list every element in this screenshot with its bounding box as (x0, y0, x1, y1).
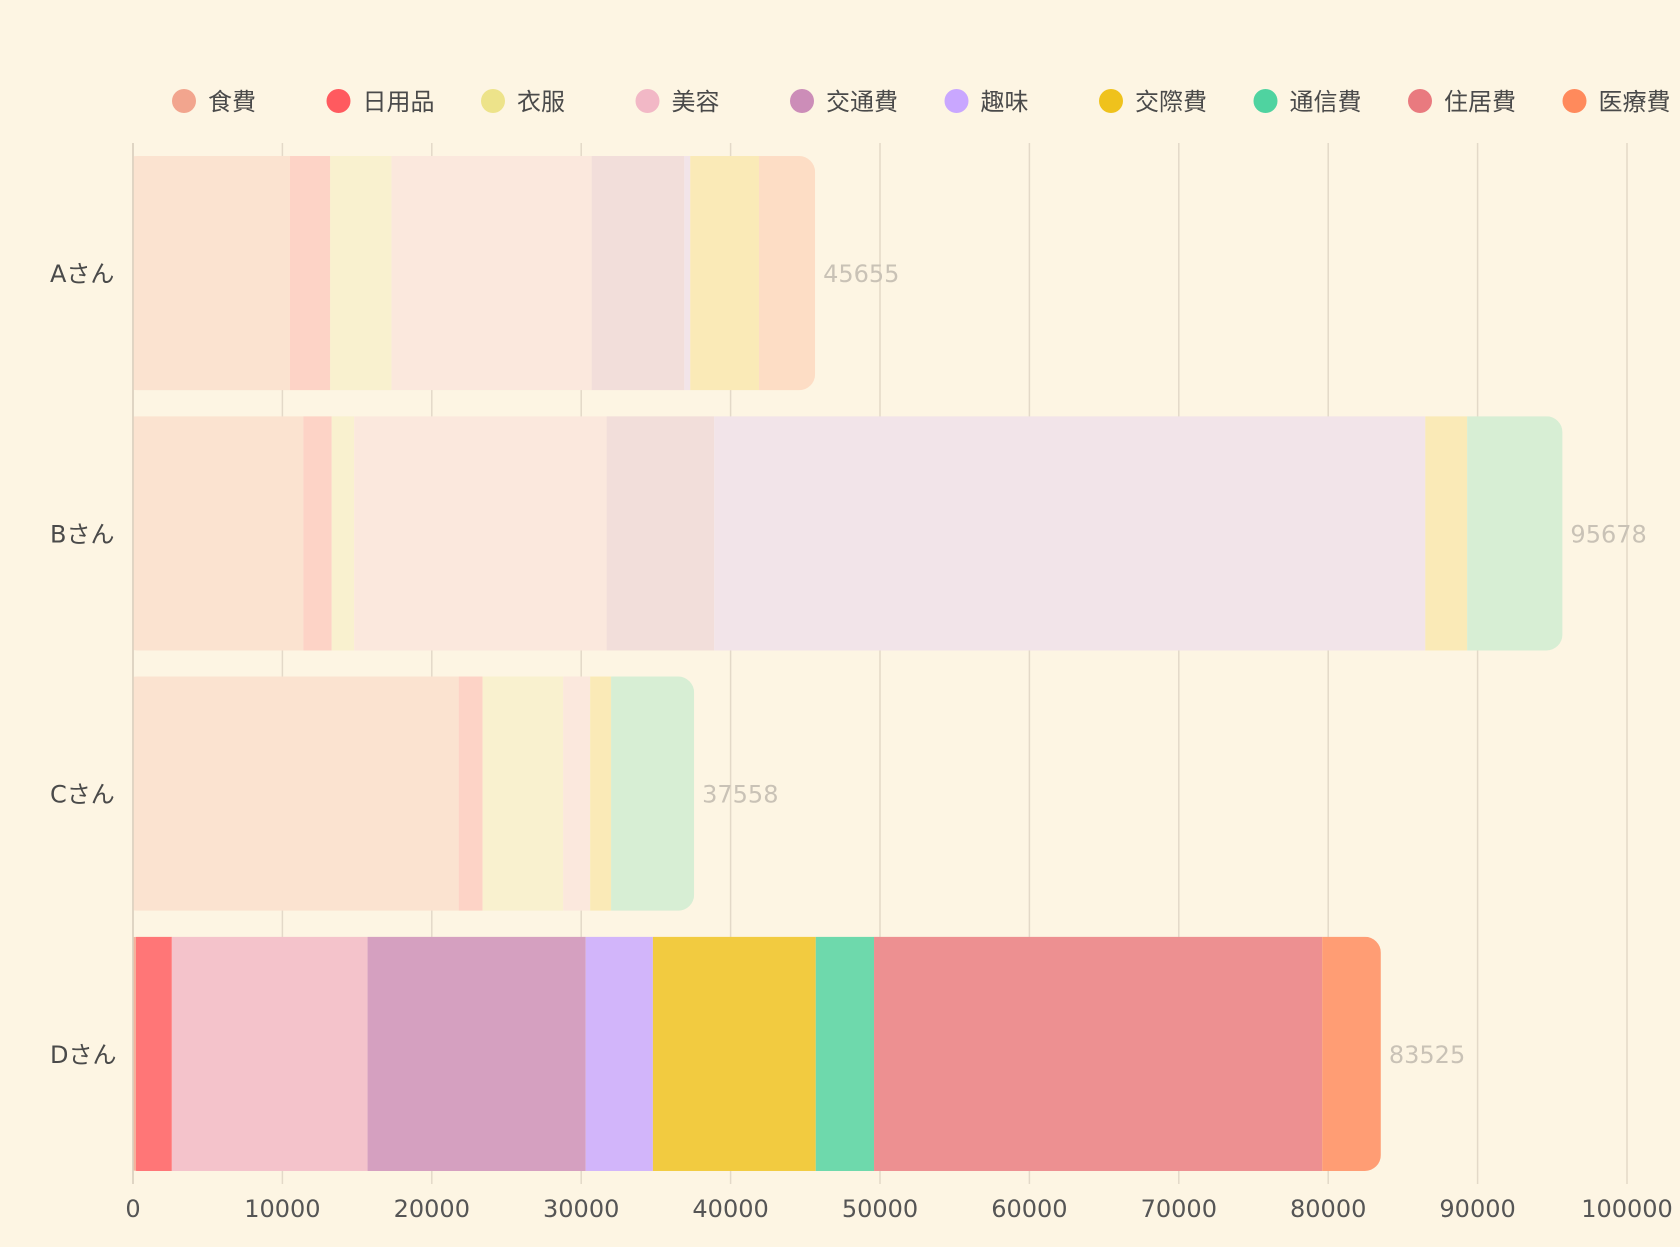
legend-item-9[interactable]: 医療費 (1562, 88, 1671, 116)
category-label-0: Aさん (50, 260, 114, 288)
bar-segment-1-2[interactable] (331, 416, 355, 651)
bar-group-2 (133, 676, 695, 911)
bar-segment-3-9[interactable] (1322, 936, 1381, 1171)
bar-segment-3-4[interactable] (367, 936, 586, 1171)
bar-segment-2-2[interactable] (482, 676, 564, 911)
bar-group-0 (133, 156, 816, 391)
legend-item-0[interactable]: 食費 (172, 88, 256, 116)
x-tick-label-70000: 70000 (1141, 1195, 1217, 1223)
legend-swatch-4 (790, 89, 814, 113)
bars (133, 156, 1563, 1171)
category-label-2: Cさん (50, 781, 115, 809)
legend-label-0: 食費 (208, 88, 256, 116)
bar-group-3 (133, 936, 1381, 1171)
bar-segment-3-7[interactable] (815, 936, 875, 1171)
bar-segment-0-9[interactable] (758, 156, 816, 391)
x-tick-label-60000: 60000 (991, 1195, 1067, 1223)
bar-segment-1-3[interactable] (354, 416, 607, 651)
legend-item-6[interactable]: 交際費 (1099, 88, 1207, 116)
legend-swatch-5 (944, 89, 969, 113)
legend-swatch-7 (1253, 89, 1278, 113)
total-label-0: 45655 (823, 260, 899, 288)
x-tick-label-10000: 10000 (244, 1195, 320, 1223)
bar-segment-0-2[interactable] (330, 156, 392, 391)
bar-segment-0-3[interactable] (391, 156, 592, 391)
x-tick-label-30000: 30000 (543, 1195, 619, 1223)
legend-label-2: 衣服 (517, 88, 565, 116)
legend-item-7[interactable]: 通信費 (1253, 88, 1362, 116)
total-label-1: 95678 (1570, 520, 1646, 548)
legend-label-4: 交通費 (826, 88, 898, 116)
legend-item-5[interactable]: 趣味 (944, 88, 1029, 116)
bar-segment-2-3[interactable] (563, 676, 591, 911)
category-label-1: Bさん (50, 520, 114, 548)
bar-segment-0-6[interactable] (690, 156, 759, 391)
legend-swatch-3 (635, 89, 660, 113)
x-tick-label-50000: 50000 (842, 1195, 918, 1223)
axes: 0 10000 20000 30000 40000 50000 60000 70000 8000… (50, 143, 1673, 1223)
bar-segment-1-5[interactable] (714, 416, 1426, 651)
bar-segment-3-1[interactable] (135, 936, 172, 1171)
legend-item-3[interactable]: 美容 (635, 88, 720, 116)
bar-segment-3-6[interactable] (652, 936, 816, 1171)
bar-segment-1-4[interactable] (606, 416, 715, 651)
bar-group-1 (133, 416, 1563, 651)
legend-label-3: 美容 (672, 88, 720, 116)
bar-segment-0-4[interactable] (591, 156, 685, 391)
legend-swatch-1 (326, 89, 351, 113)
x-tick-label-40000: 40000 (692, 1195, 768, 1223)
legend-label-8: 住居費 (1444, 88, 1516, 116)
bar-segment-0-1[interactable] (289, 156, 331, 391)
legend: 食費 日用品 衣服 美容 交通費 趣味 交際費 通信費 住居費 医療費 (172, 88, 1671, 116)
legend-item-4[interactable]: 交通費 (790, 88, 898, 116)
legend-label-6: 交際費 (1135, 88, 1207, 116)
bar-segment-1-7[interactable] (1467, 416, 1563, 651)
legend-swatch-6 (1099, 89, 1123, 113)
bar-segment-2-7[interactable] (611, 676, 695, 911)
x-tick-label-0: 0 (125, 1195, 140, 1223)
bar-segment-1-6[interactable] (1425, 416, 1468, 651)
x-tick-label-90000: 90000 (1439, 1195, 1515, 1223)
bar-segment-2-0[interactable] (133, 676, 459, 911)
total-label-2: 37558 (702, 781, 778, 809)
legend-label-7: 通信費 (1290, 88, 1362, 116)
legend-swatch-9 (1562, 89, 1587, 113)
legend-swatch-0 (172, 89, 196, 113)
legend-swatch-2 (481, 89, 505, 113)
x-tick-label-20000: 20000 (394, 1195, 470, 1223)
bar-segment-3-8[interactable] (874, 936, 1323, 1171)
bar-segment-1-0[interactable] (133, 416, 304, 651)
total-label-3: 83525 (1389, 1041, 1465, 1069)
bar-segment-2-6[interactable] (590, 676, 612, 911)
legend-label-9: 医療費 (1599, 88, 1671, 116)
x-tick-label-80000: 80000 (1290, 1195, 1366, 1223)
bar-segment-2-1[interactable] (458, 676, 483, 911)
legend-label-1: 日用品 (363, 88, 435, 116)
legend-item-2[interactable]: 衣服 (481, 88, 565, 116)
bar-segment-0-0[interactable] (133, 156, 290, 391)
legend-swatch-8 (1408, 89, 1432, 113)
bar-segment-3-5[interactable] (585, 936, 653, 1171)
category-label-3: Dさん (50, 1041, 116, 1069)
legend-item-1[interactable]: 日用品 (326, 88, 435, 116)
legend-label-5: 趣味 (981, 88, 1029, 116)
bar-segment-1-1[interactable] (303, 416, 332, 651)
bar-segment-3-3[interactable] (171, 936, 368, 1171)
x-tick-label-100000: 100000 (1581, 1195, 1673, 1223)
legend-item-8[interactable]: 住居費 (1408, 88, 1516, 116)
bar-segment-3-0[interactable] (133, 936, 136, 1171)
bar-segment-0-5[interactable] (684, 156, 691, 391)
